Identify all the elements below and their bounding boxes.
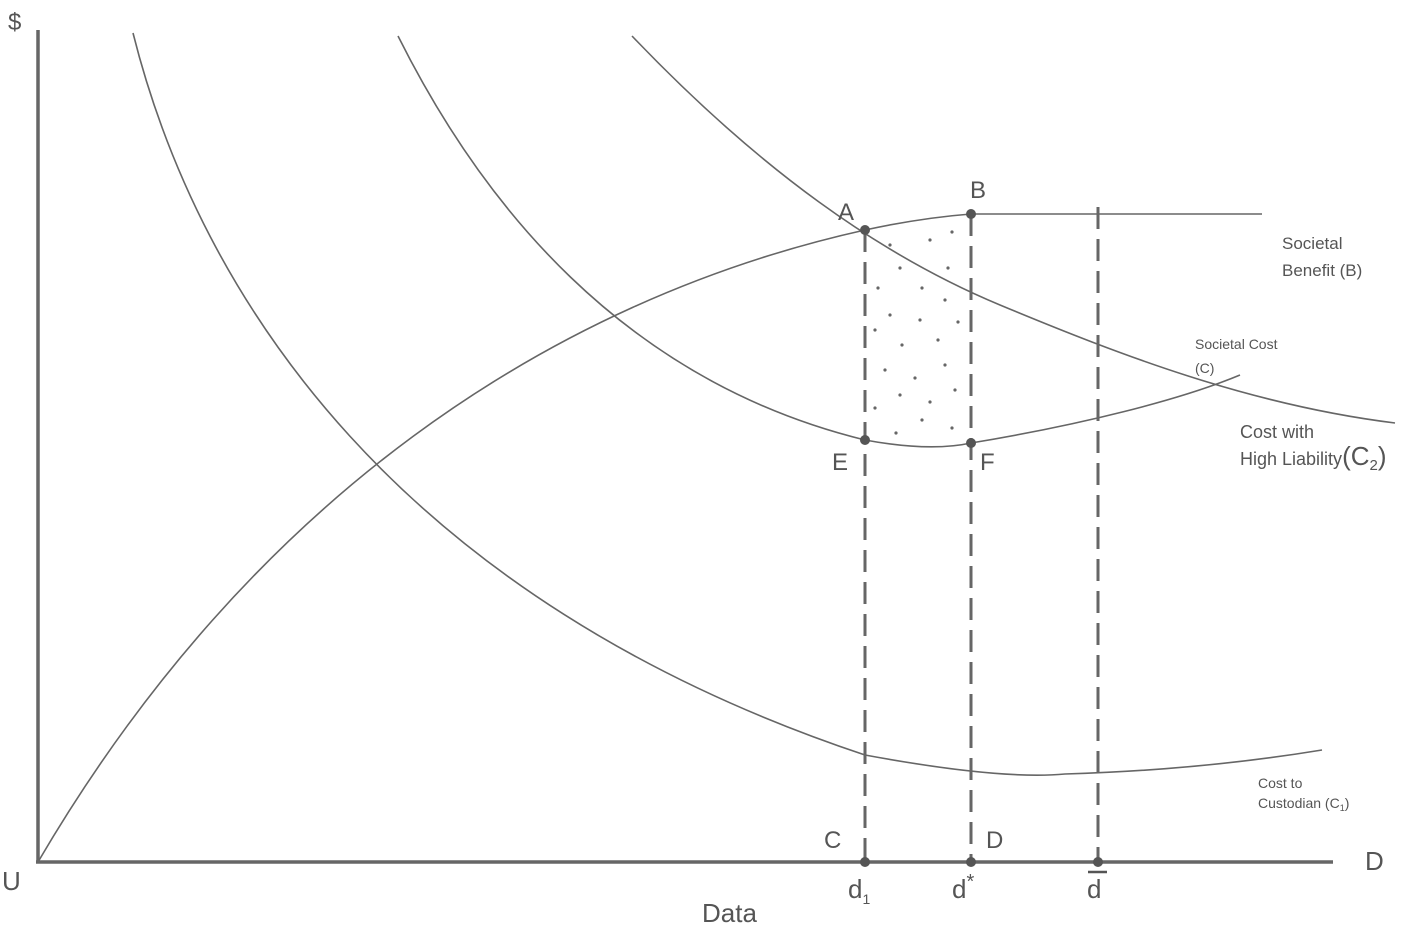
curve-label: Benefit (B)	[1282, 261, 1362, 280]
curve-label: Cost to	[1258, 775, 1303, 791]
custodian-curve	[132, 32, 1323, 776]
point-label: C	[824, 827, 841, 854]
text-part: Custodian (C	[1258, 795, 1340, 811]
curve-label: (C)	[1195, 360, 1214, 376]
curve-label: High Liability(C2)	[1240, 441, 1387, 474]
point-label: F	[980, 449, 995, 476]
stipple	[873, 230, 960, 435]
text-part: 2	[1370, 457, 1378, 474]
text-part: d	[952, 874, 966, 904]
benefit-curve	[37, 213, 1262, 863]
curve-label: Cost with	[1240, 422, 1314, 442]
y-axis-label: $	[8, 9, 21, 36]
point-label: D	[986, 827, 1003, 854]
point-label: B	[970, 177, 986, 204]
cost-curve	[631, 35, 1396, 424]
text-part: 1	[862, 891, 870, 907]
x-axis-title: Data	[702, 898, 757, 928]
tick-label: d	[1087, 874, 1101, 904]
text-part: (C	[1342, 441, 1369, 471]
text-part: High Liability	[1240, 449, 1342, 469]
origin-label: U	[2, 866, 21, 896]
curve-label: Custodian (C1)	[1258, 795, 1349, 813]
points	[860, 209, 1103, 867]
x-axis-end-label: D	[1365, 846, 1384, 876]
curve-label: Societal Cost	[1195, 336, 1278, 352]
tick-label: d*	[952, 871, 974, 904]
point-label: E	[832, 449, 848, 476]
tick-label: d1	[848, 874, 870, 907]
text-part: d	[848, 874, 862, 904]
point-label: A	[838, 199, 854, 226]
text-part: 1	[1340, 803, 1345, 813]
text-part: )	[1378, 441, 1387, 471]
text-part: *	[966, 871, 974, 893]
curve-label: Societal	[1282, 234, 1342, 253]
text-part: )	[1345, 795, 1350, 811]
high-liability-curve	[397, 35, 1241, 448]
